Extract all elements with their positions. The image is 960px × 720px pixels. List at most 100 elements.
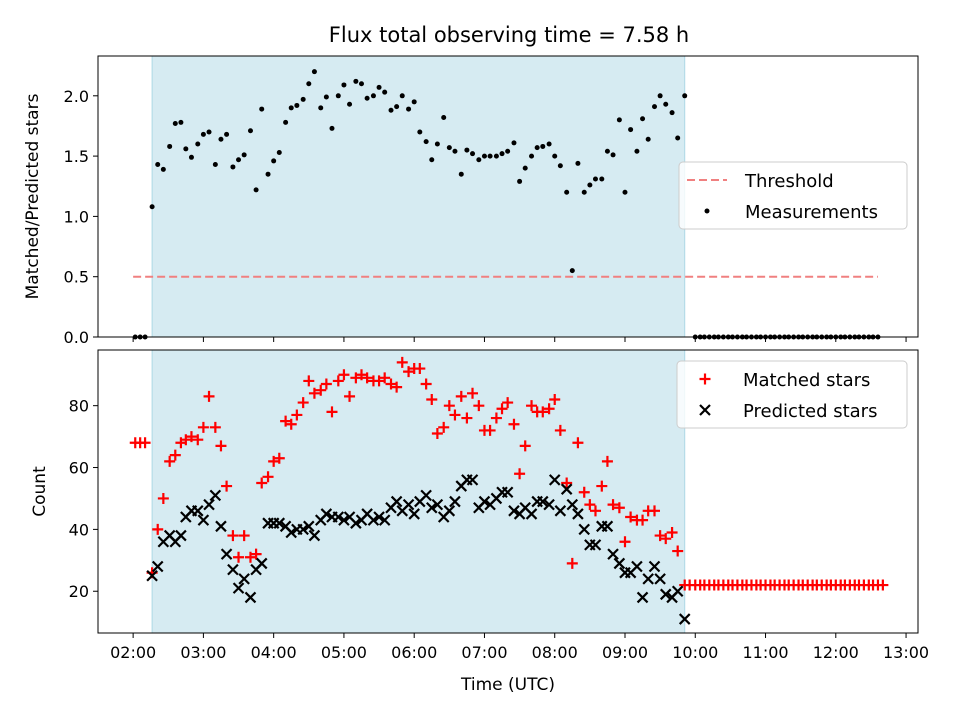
- predicted-star-marker: [648, 560, 661, 573]
- measurement-point: [167, 143, 173, 149]
- matched-star-marker: [361, 372, 373, 384]
- matched-star-marker: [256, 477, 268, 489]
- matched-star-marker: [350, 372, 362, 384]
- matched-star-marker: [426, 393, 438, 405]
- measurement-point: [388, 107, 394, 113]
- predicted-star-marker: [367, 514, 380, 526]
- matched-star-marker: [209, 421, 221, 433]
- bottom-observing-window: [151, 349, 686, 634]
- measurement-point: [195, 141, 201, 147]
- measurement-point: [265, 171, 271, 177]
- top-observing-window: [151, 55, 686, 338]
- predicted-star-marker: [273, 517, 286, 529]
- predicted-star-marker: [431, 498, 444, 511]
- measurement-points: [132, 69, 881, 340]
- measurement-point: [323, 94, 329, 100]
- matched-star-marker: [467, 387, 479, 399]
- measurement-point: [353, 78, 359, 84]
- measurement-point: [212, 162, 218, 168]
- matched-star-marker: [192, 434, 204, 446]
- predicted-star-marker: [191, 505, 204, 517]
- predicted-star-marker: [566, 498, 579, 511]
- measurement-point: [230, 164, 236, 170]
- bottom-panel: 02:00 03:00 04:00 05:00 06:00 07:00 08:00 09:00…: [30, 349, 929, 695]
- matched-star-marker: [238, 530, 250, 542]
- measurement-point: [382, 89, 388, 95]
- top-ticks: 0.0 0.5 1.0 1.5 2.0: [64, 87, 907, 347]
- predicted-star-marker: [466, 474, 479, 486]
- x-tick-label: 09:00: [602, 643, 648, 662]
- measurement-point: [522, 165, 528, 171]
- matched-star-marker: [297, 397, 309, 409]
- matched-star-marker: [607, 499, 619, 511]
- predicted-star-marker: [238, 573, 250, 585]
- x-tick-label: 04:00: [251, 643, 297, 662]
- predicted-star-marker: [543, 498, 555, 511]
- predicted-star-marker: [402, 498, 415, 511]
- matched-star-marker: [613, 502, 625, 514]
- y-tick-label: 60: [69, 459, 89, 478]
- matched-star-marker: [473, 400, 485, 412]
- y-tick-label: 2.0: [64, 87, 89, 106]
- y-tick-label: 0.0: [64, 328, 89, 347]
- measurement-point: [481, 153, 487, 159]
- x-tick-label: 06:00: [391, 643, 437, 662]
- predicted-star-marker: [151, 560, 164, 573]
- matched-star-marker: [332, 375, 344, 387]
- matched-star-marker: [601, 455, 613, 467]
- measurement-point: [178, 119, 184, 125]
- measurement-point: [236, 157, 242, 163]
- predicted-star-marker: [285, 526, 298, 539]
- measurement-point: [458, 171, 464, 177]
- matched-star-marker: [877, 579, 889, 591]
- matched-star-marker: [554, 424, 566, 436]
- matched-star-marker: [449, 409, 461, 421]
- matched-star-marker: [431, 428, 443, 440]
- chart-title: Flux total observing time = 7.58 h: [329, 23, 689, 47]
- bottom-legend: Matched stars Predicted stars: [676, 360, 908, 429]
- measurement-point: [376, 84, 382, 90]
- measurement-point: [493, 153, 499, 159]
- matched-star-marker: [280, 415, 292, 427]
- measurement-point: [452, 148, 458, 154]
- predicted-star-marker: [227, 563, 239, 576]
- matched-star-marker: [273, 452, 285, 464]
- measurement-point: [294, 102, 300, 108]
- predicted-star-marker: [244, 591, 257, 604]
- matched-star-marker: [572, 437, 584, 449]
- measurement-point: [311, 69, 317, 75]
- measurement-point: [628, 127, 634, 133]
- matched-star-marker: [221, 480, 233, 492]
- matched-star-marker: [233, 551, 245, 563]
- measurement-point: [476, 157, 482, 163]
- matched-star-marker: [396, 356, 408, 368]
- predicted-star-marker: [654, 573, 666, 585]
- measurement-point: [364, 95, 370, 101]
- predicted-star-marker: [390, 495, 403, 508]
- measurement-point: [283, 119, 289, 125]
- predicted-star-marker: [659, 588, 672, 601]
- legend-predicted-handle: [699, 404, 711, 416]
- measurement-point: [464, 147, 470, 153]
- y-tick-label: 0.5: [64, 268, 89, 287]
- measurement-point: [610, 152, 616, 158]
- predicted-star-marker: [478, 495, 491, 508]
- predicted-star-marker: [425, 501, 438, 514]
- matched-star-marker: [666, 526, 678, 538]
- measurement-point: [669, 110, 675, 116]
- measurement-point: [149, 204, 155, 210]
- matched-star-marker: [443, 400, 455, 412]
- matched-star-marker: [566, 557, 578, 569]
- measurement-point: [434, 141, 440, 147]
- measurement-point: [511, 140, 517, 146]
- measurement-point: [581, 189, 587, 195]
- legend-label: Matched stars: [743, 370, 870, 391]
- y-tick-label: 20: [69, 582, 89, 601]
- measurement-point: [663, 101, 669, 107]
- matched-star-marker: [508, 418, 520, 430]
- measurement-point: [241, 152, 247, 158]
- predicted-star-marker: [678, 613, 691, 625]
- measurement-point: [657, 93, 663, 99]
- matched-star-marker: [549, 393, 561, 405]
